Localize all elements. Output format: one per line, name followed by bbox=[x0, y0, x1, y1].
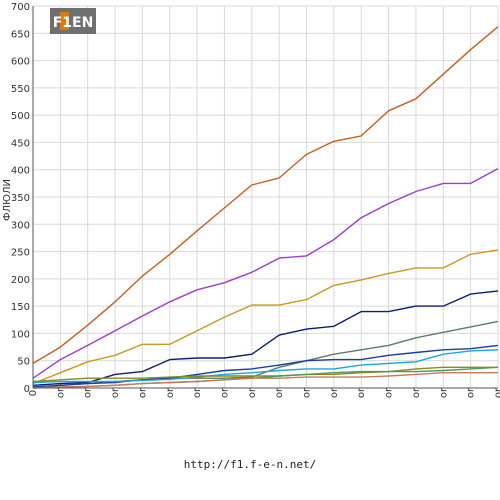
series-line-7 bbox=[32, 349, 499, 384]
x-tick-label: or bbox=[110, 387, 121, 398]
x-tick-label: or bbox=[411, 387, 422, 398]
logo-text: F1EN bbox=[53, 15, 94, 31]
y-tick-label: 550 bbox=[11, 84, 30, 95]
axes bbox=[32, 6, 498, 389]
x-tick-labels: 0 or or or or or or or or or or or or or or or or or bbox=[28, 387, 500, 398]
y-axis-title: ФЛЮЛИ bbox=[2, 179, 13, 221]
y-tick-label: 600 bbox=[11, 57, 30, 68]
x-tick-label: or bbox=[247, 387, 258, 398]
series-line-2 bbox=[32, 167, 499, 379]
y-tick-label: 150 bbox=[11, 302, 30, 313]
footer-url: http://f1.f-e-n.net/ bbox=[184, 458, 316, 471]
x-tick-label: or bbox=[466, 387, 477, 398]
x-tick-label: 0 bbox=[28, 390, 39, 396]
x-tick-label: or bbox=[192, 387, 203, 398]
y-tick-label: 200 bbox=[11, 275, 30, 286]
y-tick-label: 0 bbox=[24, 384, 30, 395]
x-tick-label: or bbox=[493, 387, 500, 398]
x-tick-label: or bbox=[83, 387, 94, 398]
logo-background bbox=[50, 8, 96, 34]
y-tick-label: 300 bbox=[11, 220, 30, 231]
series-line-8 bbox=[32, 366, 498, 383]
y-tick-label: 650 bbox=[11, 29, 30, 40]
x-tick-label: or bbox=[438, 387, 449, 398]
x-tick-label: or bbox=[219, 387, 230, 398]
y-tick-label: 100 bbox=[11, 329, 30, 340]
logo-accent bbox=[60, 12, 69, 30]
series-line-4 bbox=[32, 290, 499, 386]
x-tick-label: or bbox=[137, 387, 148, 398]
series-lines bbox=[32, 26, 499, 389]
series-line-1 bbox=[32, 26, 499, 365]
series-line-3 bbox=[32, 249, 499, 385]
x-tick-label: or bbox=[302, 387, 313, 398]
y-tick-labels: 0 50 100 150 200 250 300 350 400 450 500 550 600 650 7… bbox=[11, 2, 30, 395]
y-tick-label: 250 bbox=[11, 248, 30, 259]
logo: F1EN bbox=[50, 8, 96, 34]
y-tick-label: 350 bbox=[11, 193, 30, 204]
y-tick-label: 400 bbox=[11, 166, 30, 177]
y-tick-label: 700 bbox=[11, 2, 30, 13]
y-tick-label: 500 bbox=[11, 111, 30, 122]
x-tick-label: or bbox=[329, 387, 340, 398]
series-line-6 bbox=[32, 344, 499, 388]
x-tick-label: or bbox=[165, 387, 176, 398]
x-tick-label: or bbox=[384, 387, 395, 398]
series-line-10 bbox=[32, 372, 498, 389]
y-tick-label: 50 bbox=[17, 357, 30, 368]
x-tick-label: or bbox=[356, 387, 367, 398]
x-tick-label: or bbox=[274, 387, 285, 398]
grid bbox=[32, 5, 499, 389]
x-tick-label: or bbox=[55, 387, 66, 398]
y-tick-label: 450 bbox=[11, 138, 30, 149]
